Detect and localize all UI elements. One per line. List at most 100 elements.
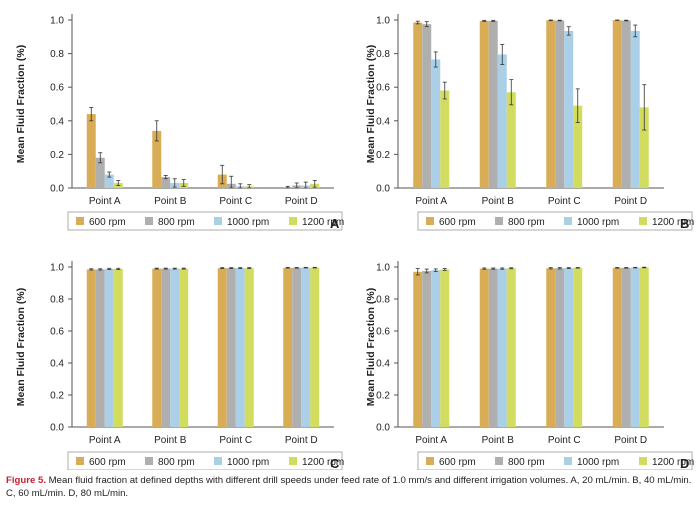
panel-letter: A [330, 216, 340, 231]
bar [440, 269, 450, 427]
legend-swatch [76, 457, 84, 465]
y-axis-label: Mean Fluid Fraction (%) [365, 45, 377, 163]
bar [413, 22, 423, 188]
x-tick-label: Point D [614, 196, 647, 207]
bar [612, 267, 622, 427]
bar [95, 269, 105, 427]
panel-letter: D [680, 456, 689, 470]
y-axis-label: Mean Fluid Fraction (%) [365, 288, 377, 406]
y-tick-label: 0.4 [376, 116, 390, 127]
bar [440, 90, 450, 188]
figure-panels: 0.0 0.2 0.4 0.6 0.8 1.0 Mean Fluid Fraction (%… [15, 14, 694, 470]
x-tick-label: Point B [482, 435, 515, 446]
y-tick-label: 0.2 [50, 150, 64, 161]
x-tick-label: Point C [548, 196, 581, 207]
legend-swatch [564, 217, 572, 225]
bar [113, 268, 123, 427]
x-tick-label: Point C [548, 435, 581, 446]
legend-swatch [289, 457, 297, 465]
y-tick-label: 0.8 [50, 49, 64, 60]
legend-label: 1000 rpm [577, 217, 619, 228]
bar [431, 59, 441, 189]
x-tick-label: Point A [415, 196, 447, 207]
y-tick-label: 0.6 [50, 327, 64, 338]
legend-swatch [145, 217, 153, 225]
bar [555, 20, 565, 189]
legend-swatch [289, 217, 297, 225]
x-tick-label: Point C [219, 196, 252, 207]
y-tick-label: 0.0 [376, 423, 390, 434]
legend-swatch [426, 217, 434, 225]
legend-box [67, 211, 343, 231]
legend-swatch [145, 457, 153, 465]
bar [161, 268, 171, 427]
bar [292, 267, 302, 427]
x-tick-label: Point D [285, 196, 318, 207]
bar [488, 268, 498, 427]
x-tick-label: Point A [415, 435, 447, 446]
x-tick-label: Point D [285, 435, 318, 446]
y-tick-label: 0.4 [50, 116, 64, 127]
bar [413, 271, 423, 427]
bar [488, 20, 498, 189]
y-tick-label: 1.0 [376, 263, 390, 274]
legend-label: 800 rpm [158, 457, 195, 468]
bar [422, 271, 432, 427]
legend-swatch [426, 457, 434, 465]
legend-label: 800 rpm [508, 217, 545, 228]
y-tick-label: 1.0 [50, 263, 64, 274]
y-tick-label: 0.8 [376, 49, 390, 60]
figure-caption: Figure 5. Mean fluid fraction at defined… [6, 474, 692, 500]
bar [86, 269, 96, 427]
y-tick-label: 0.4 [376, 359, 390, 370]
y-tick-label: 0.0 [50, 184, 64, 195]
legend-swatch [639, 217, 647, 225]
bar [152, 130, 162, 188]
bar [170, 268, 180, 427]
bar [217, 268, 227, 427]
bar [497, 268, 507, 427]
x-tick-label: Point B [154, 435, 187, 446]
x-tick-label: Point B [154, 196, 187, 207]
legend-label: 1000 rpm [227, 217, 269, 228]
y-tick-label: 0.8 [50, 295, 64, 306]
bar [479, 268, 489, 427]
caption-text: Mean fluid fraction at defined depths wi… [6, 475, 692, 499]
bar [630, 267, 640, 427]
bar [506, 92, 516, 188]
bar [479, 20, 489, 189]
legend-label: 800 rpm [508, 457, 545, 468]
bar [497, 54, 507, 188]
bar [564, 30, 574, 189]
legend-box [417, 451, 693, 470]
y-tick-label: 0.2 [376, 391, 390, 402]
bar [310, 267, 320, 427]
y-tick-label: 0.6 [376, 83, 390, 94]
bar [244, 268, 254, 427]
y-tick-label: 0.8 [376, 295, 390, 306]
legend-label: 600 rpm [89, 457, 126, 468]
caption-label: Figure 5. [6, 475, 46, 486]
legend-label: 1200 rpm [652, 457, 694, 468]
bar [226, 268, 236, 427]
bar [621, 267, 631, 427]
bar [639, 267, 649, 427]
legend-swatch [639, 457, 647, 465]
legend-label: 1000 rpm [577, 457, 619, 468]
bar [630, 30, 640, 189]
x-tick-label: Point D [614, 435, 647, 446]
bar [422, 24, 432, 189]
chart-panel-d: 0.0 0.2 0.4 0.6 0.8 1.0 Mean Fluid Fraction (%… [365, 261, 694, 470]
y-tick-label: 1.0 [50, 16, 64, 27]
bar [161, 177, 171, 188]
bar [564, 268, 574, 427]
legend-swatch [495, 457, 503, 465]
bar [573, 105, 583, 188]
bar [152, 268, 162, 427]
bar [546, 268, 556, 427]
bar [639, 107, 649, 188]
legend-label: 600 rpm [89, 217, 126, 228]
bar [431, 270, 441, 427]
chart-panel-b: 0.0 0.2 0.4 0.6 0.8 1.0 Mean Fluid Fraction (%… [365, 14, 694, 231]
y-tick-label: 0.4 [50, 359, 64, 370]
